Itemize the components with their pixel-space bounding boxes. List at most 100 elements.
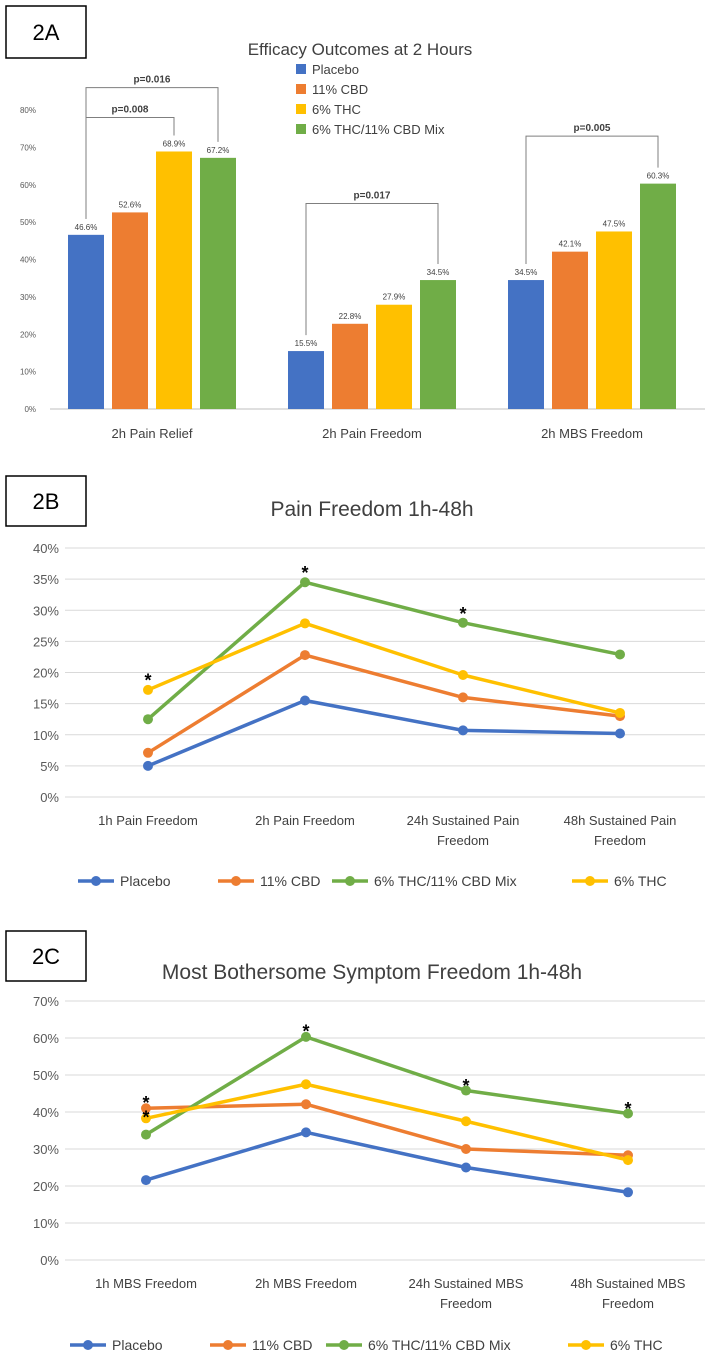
panel-label-2c: 2C <box>32 944 60 969</box>
category-label: Freedom <box>437 833 489 848</box>
y-tick-label: 50% <box>20 218 36 227</box>
category-label: 2h MBS Freedom <box>255 1276 357 1291</box>
y-tick-label: 30% <box>33 603 59 618</box>
category-label: 2h Pain Freedom <box>322 426 422 441</box>
y-tick-label: 5% <box>40 759 59 774</box>
data-label: 34.5% <box>427 268 450 277</box>
data-label: 52.6% <box>119 200 142 209</box>
data-point <box>623 1187 633 1198</box>
y-tick-label: 15% <box>33 697 59 712</box>
y-tick-label: 40% <box>33 541 59 556</box>
data-point <box>141 1103 151 1114</box>
legend-marker <box>91 876 101 886</box>
y-tick-label: 0% <box>40 790 59 805</box>
series-line-1 <box>147 653 621 755</box>
legend-label: Placebo <box>312 62 359 77</box>
data-label: 34.5% <box>515 268 538 277</box>
data-point <box>458 692 468 703</box>
bar-0-1 <box>288 351 324 409</box>
chart-title-2a: Efficacy Outcomes at 2 Hours <box>248 40 473 59</box>
y-tick-label: 0% <box>40 1253 59 1268</box>
y-tick-label: 35% <box>33 572 59 587</box>
chart-title-2b: Pain Freedom 1h-48h <box>270 498 473 521</box>
data-point <box>300 695 310 706</box>
y-tick-label: 10% <box>33 728 59 743</box>
significance-star: * <box>302 1021 309 1041</box>
y-tick-label: 70% <box>33 994 59 1009</box>
series-line-2 <box>145 1035 629 1137</box>
data-label: 42.1% <box>559 240 582 249</box>
legend-marker <box>339 1340 349 1350</box>
data-point <box>143 714 153 725</box>
y-tick-label: 40% <box>20 256 36 265</box>
p-value-label: p=0.008 <box>112 104 149 115</box>
y-tick-label: 30% <box>33 1142 59 1157</box>
significance-star: * <box>142 1108 149 1128</box>
series-line-1 <box>145 1102 629 1158</box>
significance-star: * <box>144 671 151 691</box>
data-point <box>461 1085 471 1096</box>
data-point <box>461 1144 471 1154</box>
significance-star: * <box>462 1076 469 1096</box>
legend-label: 11% CBD <box>260 873 320 889</box>
legend-label: 6% THC/11% CBD Mix <box>312 122 445 137</box>
data-point <box>461 1116 471 1127</box>
data-point <box>141 1175 151 1186</box>
category-label: 2h MBS Freedom <box>541 426 643 441</box>
p-value-label: p=0.005 <box>574 123 611 134</box>
category-label: Freedom <box>594 833 646 848</box>
data-point <box>301 1031 311 1042</box>
data-point <box>615 707 625 718</box>
legend-marker <box>345 876 355 886</box>
data-point <box>143 747 153 758</box>
legend-swatch <box>296 124 306 134</box>
panel-label-2a: 2A <box>33 20 60 45</box>
data-label: 22.8% <box>339 312 362 321</box>
data-label: 67.2% <box>207 146 230 155</box>
p-value-label: p=0.016 <box>134 75 171 86</box>
panel-label-2b: 2B <box>33 489 60 514</box>
category-label: Freedom <box>440 1296 492 1311</box>
bar-1-0 <box>112 212 148 409</box>
legend-label: 11% CBD <box>312 82 368 97</box>
data-point <box>615 649 625 660</box>
significance-star: * <box>459 604 466 624</box>
series-line-3 <box>147 621 621 715</box>
y-tick-label: 20% <box>33 666 59 681</box>
panel-label-box <box>5 5 87 59</box>
legend-swatch <box>296 104 306 114</box>
p-value-label: p=0.017 <box>354 190 391 201</box>
data-point <box>458 725 468 736</box>
legend-marker <box>585 876 595 886</box>
y-tick-label: 50% <box>33 1068 59 1083</box>
data-point <box>623 1155 633 1166</box>
data-point <box>458 617 468 628</box>
series-line-2 <box>146 580 621 721</box>
significance-bracket <box>85 116 175 219</box>
chart-2c-svg: 2C Most Bothersome Symptom Freedom 1h-48h… <box>5 930 705 1353</box>
y-tick-label: 10% <box>20 368 36 377</box>
y-tick-label: 10% <box>33 1216 59 1231</box>
y-tick-label: 20% <box>33 1179 59 1194</box>
chart-2a: 2A Efficacy Outcomes at 2 Hours 0% 10% 20% 30… <box>0 0 710 455</box>
bar-3-1 <box>420 280 456 409</box>
legend-marker <box>231 876 241 886</box>
y-tick-label: 60% <box>20 181 36 190</box>
data-label: 15.5% <box>295 339 318 348</box>
y-tick-label: 30% <box>20 293 36 302</box>
data-point <box>143 760 153 771</box>
significance-star: * <box>142 1093 149 1113</box>
category-label: 24h Sustained MBS <box>409 1276 524 1291</box>
significance-bracket <box>525 135 659 265</box>
bar-1-2 <box>552 251 588 409</box>
category-label: 1h Pain Freedom <box>98 813 198 828</box>
bar-1-1 <box>332 323 368 409</box>
significance-star: * <box>301 563 308 583</box>
significance-bracket <box>85 87 219 219</box>
bar-0-2 <box>508 280 544 409</box>
data-point <box>143 684 153 695</box>
y-tick-label: 70% <box>20 143 36 152</box>
y-tick-label: 80% <box>20 106 36 115</box>
data-point <box>301 1079 311 1090</box>
series-line-0 <box>145 1130 629 1195</box>
